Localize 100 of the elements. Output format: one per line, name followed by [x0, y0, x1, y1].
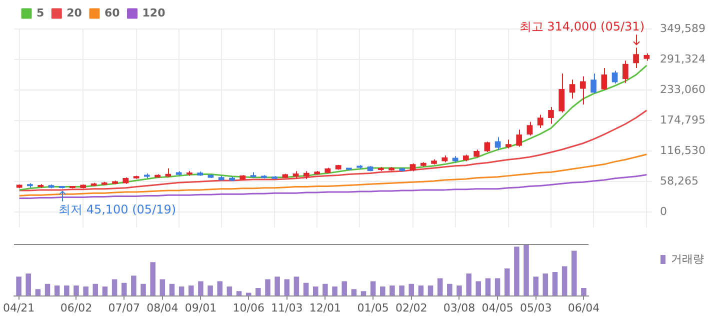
bar — [437, 278, 443, 296]
bar — [169, 284, 175, 296]
candlestick — [537, 114, 544, 129]
bar — [217, 281, 222, 296]
bar — [552, 272, 558, 296]
bar — [284, 279, 290, 296]
legend-label: 5 — [36, 6, 44, 20]
candlestick — [612, 70, 618, 84]
x-tick-label: 01/05 — [357, 301, 389, 314]
bar — [485, 278, 491, 296]
candlestick — [622, 60, 628, 84]
bar — [256, 288, 261, 296]
bar — [399, 285, 404, 296]
bar — [54, 285, 60, 296]
legend-label: 120 — [142, 6, 166, 20]
bar — [274, 276, 280, 296]
bar — [236, 291, 242, 296]
candlestick — [569, 79, 576, 100]
y-tick-label: 116,530 — [660, 144, 706, 157]
bar — [380, 286, 386, 296]
bar — [44, 284, 50, 296]
bar — [74, 285, 79, 296]
bar — [428, 285, 434, 296]
legend-label: 60 — [104, 6, 120, 20]
bar — [150, 262, 156, 296]
x-tick-label: 06/02 — [60, 301, 92, 314]
bar — [494, 278, 500, 296]
bar — [160, 279, 166, 296]
annotation: 최고 314,000 (05/31) — [519, 20, 644, 34]
bar — [140, 284, 146, 296]
bar — [265, 279, 270, 296]
x-tick-label: 02/02 — [396, 301, 428, 314]
candlestick — [633, 47, 639, 69]
bar — [226, 286, 232, 296]
bar — [35, 289, 41, 296]
bar — [102, 286, 108, 296]
x-tick-label: 04/21 — [2, 301, 35, 314]
bar — [581, 288, 586, 296]
bar — [92, 284, 98, 296]
y-tick-label: 174,795 — [660, 113, 706, 126]
bar — [447, 284, 452, 296]
bar — [332, 286, 338, 296]
candlestick — [548, 106, 554, 124]
bar — [322, 284, 328, 296]
bar — [360, 291, 366, 296]
bar — [504, 268, 510, 296]
x-tick-label: 08/04 — [146, 301, 178, 314]
bar — [524, 244, 529, 296]
y-tick-label: 349,589 — [660, 22, 706, 35]
candlestick — [516, 129, 522, 148]
bar — [562, 266, 568, 296]
annotation: 최저 45,100 (05/19) — [58, 202, 176, 216]
candlestick — [580, 76, 586, 105]
bar — [514, 246, 520, 296]
bar — [83, 286, 88, 296]
bar — [303, 282, 309, 296]
candlestick — [601, 68, 608, 90]
y-tick-label: 291,324 — [660, 52, 706, 66]
bar — [466, 274, 472, 296]
x-tick-label: 05/03 — [520, 301, 552, 314]
candlestick — [558, 73, 565, 113]
candlestick — [484, 141, 490, 152]
y-tick-label: 0 — [660, 204, 667, 218]
bar — [456, 285, 462, 296]
x-tick-label: 11/03 — [271, 301, 303, 314]
bar — [246, 292, 252, 296]
bar — [64, 285, 70, 296]
bar — [390, 285, 395, 296]
bar — [208, 285, 213, 296]
x-tick-label: 07/07 — [108, 301, 140, 314]
bar — [121, 282, 127, 296]
bar — [542, 274, 548, 296]
y-tick-label: 233,060 — [660, 82, 706, 96]
bar — [342, 281, 347, 296]
legend-label: 20 — [66, 6, 82, 20]
bar — [131, 276, 136, 296]
bar — [408, 284, 414, 296]
candlestick — [526, 121, 533, 136]
bar — [16, 276, 22, 296]
x-tick-label: 04/05 — [482, 301, 514, 314]
bar — [476, 281, 482, 296]
bar — [26, 274, 31, 296]
legend-label: 거래량 — [671, 252, 704, 266]
x-tick-label: 10/06 — [232, 301, 264, 314]
bar — [112, 279, 118, 296]
bar — [351, 289, 357, 296]
bar — [533, 276, 538, 296]
bar — [418, 285, 424, 296]
bar — [188, 285, 194, 296]
bar — [198, 281, 204, 296]
y-tick-label: 58,265 — [660, 174, 698, 188]
bar — [312, 286, 318, 296]
bar — [178, 286, 184, 296]
x-tick-label: 09/01 — [184, 301, 217, 314]
x-tick-label: 12/01 — [309, 301, 342, 314]
x-tick-label: 03/08 — [443, 301, 476, 314]
bar — [572, 250, 577, 296]
candlestick — [590, 73, 596, 94]
x-tick-label: 06/04 — [568, 301, 600, 314]
bar — [294, 276, 300, 296]
